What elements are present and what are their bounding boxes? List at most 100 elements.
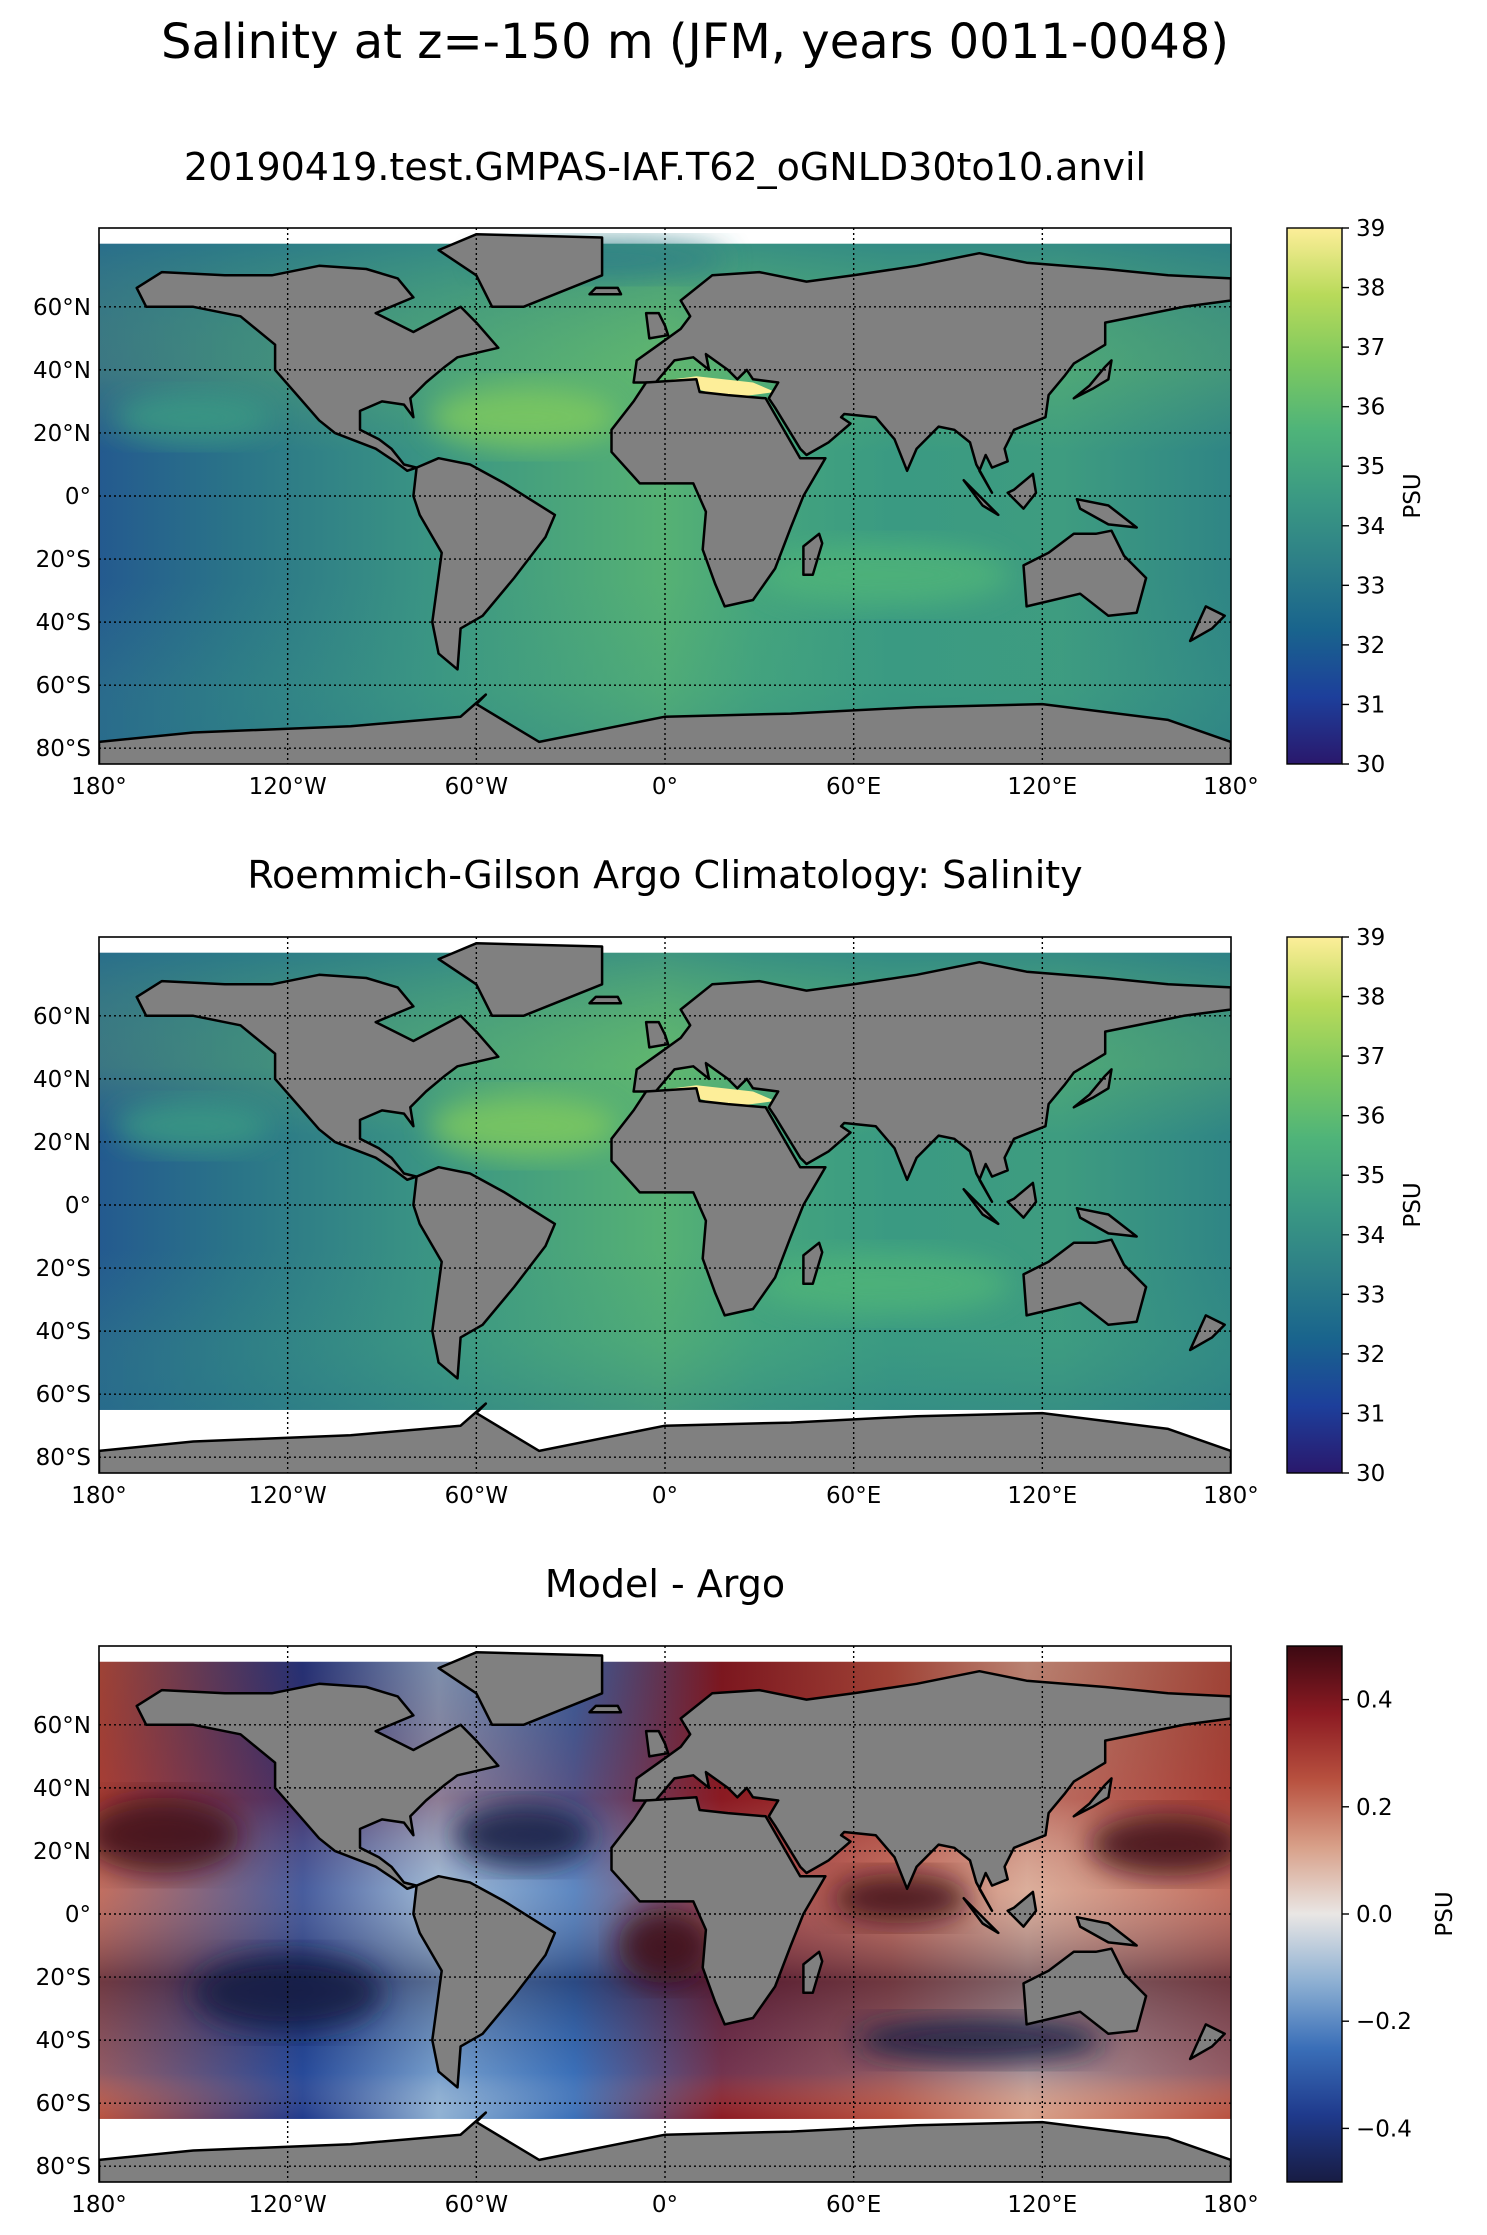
colorbar-label: PSU xyxy=(1400,473,1426,518)
y-tick-label: 40°N xyxy=(33,358,91,384)
x-tick-label: 60°E xyxy=(826,2192,881,2218)
colorbar-bar xyxy=(1286,227,1343,765)
x-tick-label: 180° xyxy=(71,2192,126,2218)
colorbar-tick-label: 34 xyxy=(1356,514,1385,540)
colorbar-tick-label: 35 xyxy=(1356,1163,1385,1189)
land-mass xyxy=(644,1020,670,1049)
land-mass xyxy=(135,1682,500,1891)
land-mass xyxy=(962,478,1000,517)
colorbar: 30 31 32 33 34 35 36 37 38 39 PSU xyxy=(1286,216,1426,778)
colorbar: −0.4 −0.2 0.0 0.2 0.4 PSU xyxy=(1286,1645,1458,2183)
colorbar-tick-label: −0.2 xyxy=(1356,2009,1412,2035)
land-mass xyxy=(962,1187,1000,1226)
land-mass xyxy=(588,286,623,296)
colorbar-tick-label: 30 xyxy=(1356,752,1385,778)
colorbar-tick-label: 30 xyxy=(1356,1461,1385,1487)
colorbar-tick-label: 37 xyxy=(1356,335,1385,361)
colorbar-tick-label: 0.2 xyxy=(1356,1795,1393,1821)
map-area xyxy=(99,1646,1231,2182)
land-mass xyxy=(1188,2023,1226,2061)
map-frame xyxy=(98,1645,1232,2183)
land-mass xyxy=(412,1874,557,2089)
land-mass xyxy=(588,995,623,1005)
y-tick-label: 60°N xyxy=(33,1004,91,1030)
y-tick-label: 40°S xyxy=(36,610,91,636)
x-tick-label: 60°W xyxy=(445,774,509,800)
panels-group: 20190419.test.GMPAS-IAF.T62_oGNLD30to10.… xyxy=(33,145,1458,2218)
colorbar-bar xyxy=(1286,936,1343,1474)
land-mass xyxy=(1072,1068,1113,1109)
y-tick-label: 40°N xyxy=(33,1776,91,1802)
x-tick-label: 120°E xyxy=(1007,774,1077,800)
x-tick-label: 60°W xyxy=(445,1483,509,1509)
land-mass xyxy=(644,311,670,340)
land-mass xyxy=(802,1950,824,1995)
y-tick-label: 20°N xyxy=(33,421,91,447)
y-tick-label: 60°S xyxy=(36,2091,91,2117)
land-mass xyxy=(437,1651,604,1727)
land-mass xyxy=(1075,497,1138,529)
y-tick-label: 80°S xyxy=(36,736,91,762)
colorbar-tick-label: 36 xyxy=(1356,395,1385,421)
colorbar-tick-label: 32 xyxy=(1356,633,1385,659)
colorbar-bar xyxy=(1286,1645,1343,2183)
y-tick-label: 20°S xyxy=(36,1965,91,1991)
land-mass xyxy=(802,1241,824,1286)
y-tick-label: 60°S xyxy=(36,1382,91,1408)
land-mass xyxy=(1075,1206,1138,1238)
x-tick-label: 60°E xyxy=(826,774,881,800)
land-mass xyxy=(588,1704,623,1714)
x-tick-label: 180° xyxy=(1203,2192,1258,2218)
y-tick-label: 80°S xyxy=(36,1445,91,1471)
x-tick-label: 180° xyxy=(1203,774,1258,800)
land-mass xyxy=(644,1729,670,1758)
land-mass xyxy=(1072,359,1113,400)
land-mass xyxy=(1022,1947,1148,2036)
y-tick-label: 60°N xyxy=(33,295,91,321)
land-mass xyxy=(412,1165,557,1380)
colorbar-tick-label: 38 xyxy=(1356,985,1385,1011)
map-frame xyxy=(98,936,1232,1474)
colorbar-tick-label: 31 xyxy=(1356,1401,1385,1427)
x-tick-label: 0° xyxy=(652,2192,678,2218)
colorbar-tick-label: 38 xyxy=(1356,276,1385,302)
y-tick-label: 0° xyxy=(65,1193,91,1219)
map-area xyxy=(99,937,1231,1473)
y-tick-label: 20°S xyxy=(36,1256,91,1282)
land-mass xyxy=(1006,1890,1038,1928)
colorbar-tick-label: 35 xyxy=(1356,454,1385,480)
land-mass xyxy=(412,456,557,671)
colorbar-tick-label: 0.4 xyxy=(1356,1688,1393,1714)
land-mass xyxy=(610,1087,827,1317)
y-tick-label: 0° xyxy=(65,1902,91,1928)
colorbar-tick-label: 39 xyxy=(1356,925,1385,951)
x-tick-label: 60°W xyxy=(445,2192,509,2218)
y-tick-label: 40°N xyxy=(33,1067,91,1093)
y-tick-label: 60°S xyxy=(36,673,91,699)
colorbar-tick-label: 33 xyxy=(1356,573,1385,599)
x-tick-label: 180° xyxy=(71,774,126,800)
x-tick-label: 120°E xyxy=(1007,2192,1077,2218)
land-mass xyxy=(1188,1314,1226,1352)
land-mass xyxy=(802,532,824,577)
land-mass xyxy=(632,1669,1231,1913)
panel-title: Model - Argo xyxy=(545,1562,785,1606)
x-tick-label: 120°W xyxy=(249,1483,327,1509)
land-mass xyxy=(1022,529,1148,618)
y-tick-label: 60°N xyxy=(33,1713,91,1739)
x-tick-label: 0° xyxy=(652,1483,678,1509)
land-mass xyxy=(1006,472,1038,510)
colorbar-tick-label: 37 xyxy=(1356,1044,1385,1070)
map-frame xyxy=(98,227,1232,765)
x-tick-label: 60°E xyxy=(826,1483,881,1509)
land-mass xyxy=(610,378,827,608)
x-tick-label: 120°E xyxy=(1007,1483,1077,1509)
land-mass xyxy=(1072,1777,1113,1818)
land-mass xyxy=(437,233,604,309)
y-tick-label: 20°N xyxy=(33,1130,91,1156)
colorbar-label: PSU xyxy=(1432,1891,1458,1936)
land-mass xyxy=(632,251,1231,495)
y-tick-label: 20°N xyxy=(33,1839,91,1865)
y-tick-label: 20°S xyxy=(36,547,91,573)
